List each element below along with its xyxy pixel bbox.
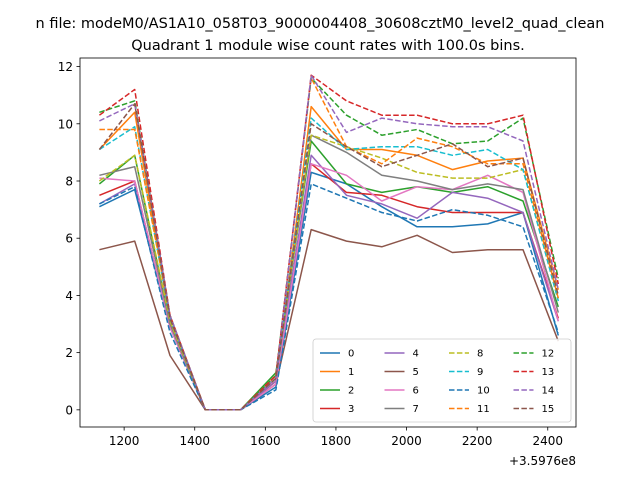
series-lines <box>98 74 560 411</box>
x-tick-label: 2200 <box>462 434 493 448</box>
series-line-5 <box>99 228 559 411</box>
series-line-14 <box>99 74 560 411</box>
plot-area <box>79 57 577 428</box>
legend-label-8: 8 <box>477 349 483 360</box>
y-tick-label: 4 <box>65 289 73 303</box>
legend-label-0: 0 <box>348 349 354 360</box>
series-line-7 <box>99 134 560 411</box>
legend-label-15: 15 <box>542 404 555 415</box>
legend-label-9: 9 <box>477 367 483 378</box>
y-tick-label: 0 <box>65 403 73 417</box>
legend-label-14: 14 <box>542 386 555 397</box>
figure-suptitle: n file: modeM0/AS1A10_058T03_9000004408_… <box>36 16 605 32</box>
series-line-8 <box>98 134 560 411</box>
legend-box <box>312 338 572 423</box>
series-line-10 <box>99 183 560 411</box>
x-tick-label: 1800 <box>321 434 352 448</box>
legend-label-3: 3 <box>348 404 354 415</box>
series-line-9 <box>98 117 560 411</box>
y-axis-ticks: 0 2 4 6 8 10 12 <box>58 60 80 417</box>
x-tick-label: 1600 <box>250 434 281 448</box>
series-line-6 <box>99 163 560 411</box>
legend-label-6: 6 <box>413 386 419 397</box>
legend-label-2: 2 <box>348 386 354 397</box>
x-axis-ticks: 1200 1400 1600 1800 2000 2200 2400 <box>109 427 563 448</box>
x-tick-label: 2400 <box>532 434 563 448</box>
x-tick-label: 1200 <box>109 434 140 448</box>
y-tick-label: 6 <box>65 232 73 246</box>
legend-label-5: 5 <box>413 367 419 378</box>
series-line-15 <box>98 103 560 411</box>
legend-label-7: 7 <box>413 404 419 415</box>
x-axis-offset-label: +3.5976e8 <box>509 454 576 468</box>
y-tick-label: 2 <box>65 346 73 360</box>
legend-label-11: 11 <box>477 404 490 415</box>
y-tick-label: 8 <box>65 175 73 189</box>
y-tick-label: 12 <box>58 60 73 74</box>
legend-label-13: 13 <box>542 367 555 378</box>
axes-frame <box>79 57 577 428</box>
y-tick-label: 10 <box>58 117 73 131</box>
chart-title: Quadrant 1 module wise count rates with … <box>131 38 525 54</box>
x-tick-label: 2000 <box>391 434 422 448</box>
x-tick-label: 1400 <box>179 434 210 448</box>
legend-label-1: 1 <box>348 367 354 378</box>
legend-label-10: 10 <box>477 386 490 397</box>
legend-label-12: 12 <box>542 349 555 360</box>
legend-label-4: 4 <box>413 349 419 360</box>
